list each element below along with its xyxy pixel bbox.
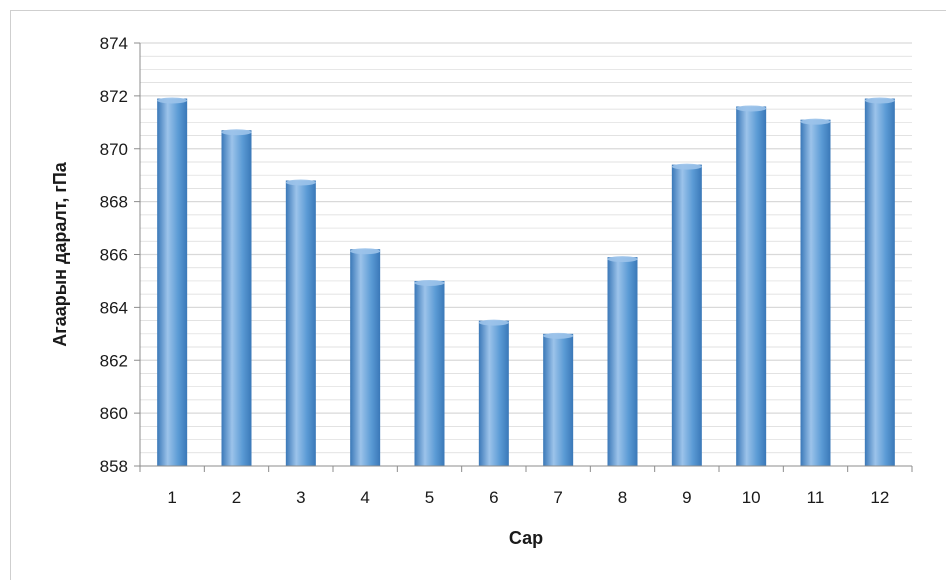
bar — [800, 119, 831, 466]
x-tick-label: 8 — [618, 488, 627, 507]
x-tick-label: 5 — [425, 488, 434, 507]
bar — [285, 180, 316, 466]
bar-cap — [414, 279, 445, 286]
x-tick-label: 9 — [682, 488, 691, 507]
x-tick-label: 1 — [167, 488, 176, 507]
y-tick-label: 862 — [100, 351, 128, 370]
y-tick-label: 874 — [100, 34, 128, 53]
bar-cap — [478, 319, 509, 326]
bar — [607, 257, 638, 466]
x-axis-title: Сар — [509, 528, 543, 548]
bar — [478, 320, 509, 466]
bar-cap — [864, 97, 895, 104]
bar — [350, 249, 381, 466]
bar-cap — [350, 248, 381, 255]
bar-cap — [221, 129, 252, 136]
x-tick-label: 10 — [742, 488, 761, 507]
x-tick-label: 12 — [870, 488, 889, 507]
x-tick-label: 2 — [232, 488, 241, 507]
gridlines — [140, 42, 912, 454]
chart-frame — [10, 10, 946, 580]
y-tick-label: 858 — [100, 457, 128, 476]
bar-cap — [285, 179, 316, 186]
axes — [134, 42, 913, 472]
y-tick-label: 866 — [100, 246, 128, 265]
y-tick-label: 872 — [100, 87, 128, 106]
bar-cap — [543, 332, 574, 339]
x-tick-label: 7 — [553, 488, 562, 507]
x-tick-label: 4 — [360, 488, 369, 507]
bar — [864, 98, 895, 467]
bar — [671, 164, 702, 467]
bar-cap — [736, 105, 767, 112]
y-tick-label: 860 — [100, 404, 128, 423]
bar — [157, 98, 188, 467]
x-tick-label: 11 — [807, 488, 825, 507]
y-tick-label: 864 — [100, 298, 128, 317]
bar — [736, 106, 767, 466]
x-tick-label: 3 — [296, 488, 305, 507]
bar — [221, 130, 252, 466]
bar — [543, 333, 574, 466]
y-tick-labels: 858 860 862 864 866 868 870 872 874 — [100, 34, 128, 476]
y-axis-title: Агаарын даралт, гПа — [50, 161, 70, 347]
y-tick-label: 868 — [100, 193, 128, 212]
bar-cap — [671, 163, 702, 170]
x-tick-labels: 1 2 3 4 5 6 7 8 9 10 11 12 — [167, 488, 889, 507]
bar-cap — [800, 118, 831, 125]
y-tick-label: 870 — [100, 140, 128, 159]
bars — [157, 97, 895, 467]
bar-cap — [607, 256, 638, 263]
bar-cap — [157, 97, 188, 104]
bar — [414, 280, 445, 466]
x-tick-label: 6 — [489, 488, 498, 507]
